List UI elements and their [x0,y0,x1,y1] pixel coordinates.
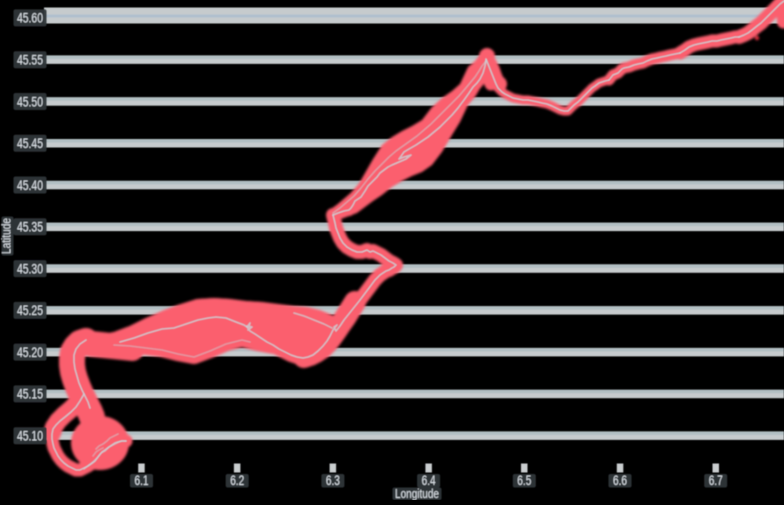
svg-text:6.2: 6.2 [230,473,244,488]
svg-text:6.7: 6.7 [709,473,723,488]
svg-text:6.6: 6.6 [613,473,627,488]
svg-text:45.25: 45.25 [17,303,43,318]
svg-text:45.45: 45.45 [17,136,43,151]
svg-text:45.15: 45.15 [17,387,43,402]
svg-text:45.35: 45.35 [17,220,43,235]
svg-text:6.3: 6.3 [326,473,340,488]
svg-text:45.30: 45.30 [17,261,43,276]
svg-text:Latitude: Latitude [0,218,14,254]
svg-text:6.5: 6.5 [517,473,531,488]
svg-text:6.1: 6.1 [135,473,149,488]
svg-text:45.20: 45.20 [17,345,43,360]
svg-text:45.55: 45.55 [17,53,43,68]
svg-text:45.40: 45.40 [17,178,43,193]
svg-text:45.60: 45.60 [17,11,43,26]
svg-text:45.10: 45.10 [17,429,43,444]
svg-text:6.4: 6.4 [422,473,436,488]
svg-text:45.50: 45.50 [17,94,43,109]
svg-text:Longitude: Longitude [395,487,439,500]
